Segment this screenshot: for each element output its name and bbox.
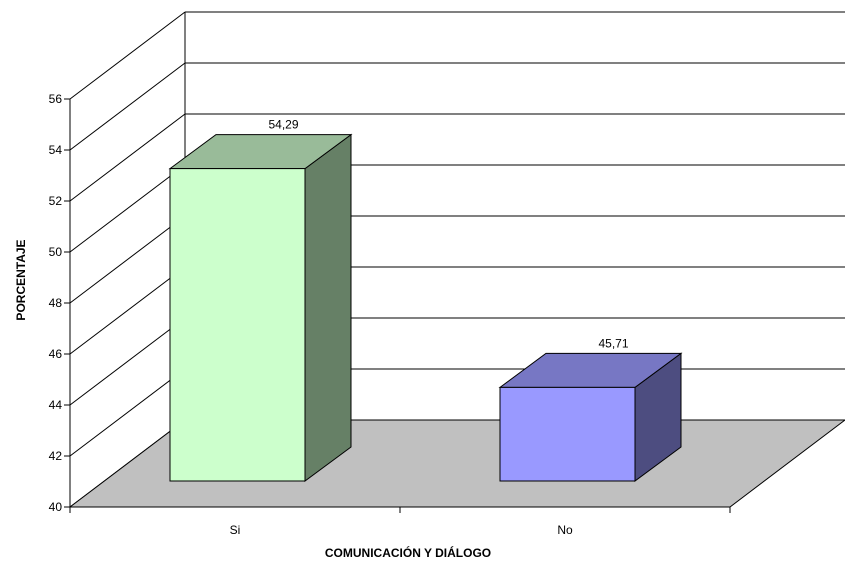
gridline-side-42 [69, 368, 186, 457]
y-tick-label-52: 52 [49, 194, 63, 208]
gridline-side-48 [69, 215, 186, 304]
gridline-side-54 [69, 62, 186, 151]
y-tick-label-50: 50 [49, 245, 63, 259]
bar-si-front [169, 168, 306, 482]
gridline-side-52 [69, 113, 186, 202]
bar-no-front [499, 386, 636, 482]
y-tick-label-42: 42 [49, 449, 63, 463]
bar-si-side [304, 133, 352, 482]
y-tick-label-54: 54 [49, 143, 63, 157]
gridline-side-46 [69, 266, 186, 355]
gridline-side-44 [69, 317, 186, 406]
axes: 40 42 44 46 48 50 52 54 56 [49, 92, 731, 514]
bars [168, 133, 683, 482]
y-tick-label-40: 40 [49, 500, 63, 514]
gridline-side-56 [69, 11, 186, 100]
data-label-si: 54,29 [268, 118, 298, 132]
labels: 54,29 Si 45,71 No [230, 118, 629, 537]
y-tick-label-46: 46 [49, 347, 63, 361]
y-tick-label-48: 48 [49, 296, 63, 310]
y-axis-title: PORCENTAJE [14, 239, 28, 320]
x-axis-title: COMUNICACIÓN Y DIÁLOGO [325, 545, 491, 560]
gridline-side-50 [69, 164, 186, 253]
y-tick-label-44: 44 [49, 398, 63, 412]
y-tick-label-56: 56 [49, 92, 63, 106]
x-tick-label-no: No [557, 523, 573, 537]
data-label-no: 45,71 [598, 336, 628, 350]
x-tick-label-si: Si [230, 523, 241, 537]
